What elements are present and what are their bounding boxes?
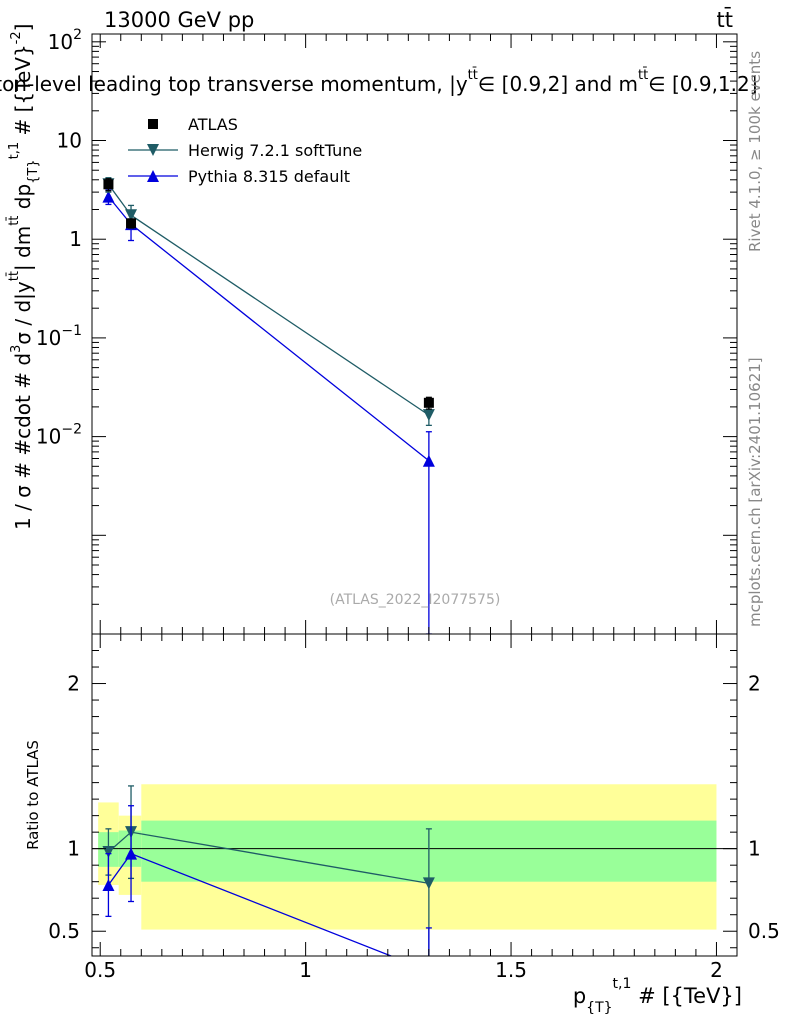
ratio-y-tick-label-left: 0.5 bbox=[48, 919, 80, 943]
process-label: tt̄ bbox=[717, 7, 733, 32]
main-axis-ticks bbox=[92, 34, 737, 635]
legend-marker-2 bbox=[147, 170, 159, 182]
main-series-0-point bbox=[103, 179, 114, 190]
main-y-tick-label: 1 bbox=[69, 227, 82, 251]
energy-label: 13000 GeV pp bbox=[104, 8, 254, 32]
ratio-series-1-point bbox=[125, 847, 138, 860]
x-tick-label: 2 bbox=[710, 958, 723, 982]
legend: ATLAS Herwig 7.2.1 softTune Pythia 8.315 d… bbox=[128, 115, 362, 186]
main-series-1-point bbox=[125, 209, 138, 222]
ratio-axis-ticks bbox=[92, 634, 737, 956]
ratio-y-tick-labels: 0.5 0.5 1 1 2 2 bbox=[48, 672, 780, 944]
x-tick-label: 1 bbox=[299, 958, 312, 982]
legend-label-2: Pythia 8.315 default bbox=[188, 167, 350, 186]
legend-label-1: Herwig 7.2.1 softTune bbox=[188, 141, 362, 160]
ratio-series-0-point bbox=[422, 877, 435, 890]
x-tick-label: 1.5 bbox=[495, 958, 527, 982]
main-y-tick-base: 1 bbox=[69, 227, 82, 251]
ratio-y-tick-label-right: 0.5 bbox=[748, 919, 780, 943]
main-y-tick-label: 10−2 bbox=[36, 422, 82, 449]
main-y-tick-label: 102 bbox=[48, 27, 82, 54]
ratio-series-1-point bbox=[423, 965, 435, 977]
legend-marker-0 bbox=[148, 119, 158, 129]
ratio-uncertainty-bands bbox=[98, 784, 717, 930]
main-series-2-point bbox=[422, 454, 435, 467]
main-y-tick-base: 10 bbox=[36, 326, 61, 350]
ratio-y-tick-label-left: 2 bbox=[67, 672, 80, 696]
rivet-version-label: Rivet 4.1.0, ≥ 100k events bbox=[746, 51, 764, 252]
x-tick-label: 0.5 bbox=[84, 958, 116, 982]
main-y-tick-label: 10 bbox=[57, 129, 82, 153]
main-series-0-point bbox=[126, 218, 137, 229]
main-y-tick-base: 10 bbox=[57, 129, 82, 153]
main-y-tick-exp: −1 bbox=[61, 323, 82, 339]
main-y-tick-base: 10 bbox=[36, 425, 61, 449]
main-series-layer bbox=[102, 177, 435, 634]
x-axis-label: p{T}t,1 # [{TeV}] bbox=[573, 976, 742, 1016]
main-y-tick-exp: −2 bbox=[61, 422, 82, 438]
main-y-tick-base: 10 bbox=[48, 30, 73, 54]
main-y-tick-label: 10−1 bbox=[36, 323, 82, 350]
legend-label-0: ATLAS bbox=[188, 115, 238, 134]
main-series-2-point bbox=[102, 190, 115, 203]
main-series-1-point bbox=[422, 409, 435, 422]
main-series-0-point bbox=[423, 397, 434, 408]
main-title: rton-level leading top transverse moment… bbox=[0, 68, 758, 96]
main-y-axis-label: 1 / σ # #cdot # d3σ / d|ytt̄| dmtt̄ dp{T… bbox=[7, 24, 41, 530]
ratio-y-axis-label: Ratio to ATLAS bbox=[24, 740, 42, 850]
ratio-series-layer bbox=[102, 785, 435, 977]
x-tick-labels: 0.5 1 1.5 2 bbox=[84, 958, 723, 982]
ratio-frame bbox=[91, 633, 738, 957]
mcplots-label: mcplots.cern.ch [arXiv:2401.10621] bbox=[746, 357, 764, 627]
ratio-y-tick-label-right: 1 bbox=[748, 837, 761, 861]
main-series-2-line bbox=[107, 196, 430, 462]
main-y-tick-exp: 2 bbox=[73, 27, 82, 43]
ratio-y-tick-label-left: 1 bbox=[67, 837, 80, 861]
main-series-1-line bbox=[107, 183, 430, 416]
analysis-watermark: (ATLAS_2022_I2077575) bbox=[330, 592, 501, 608]
ratio-y-tick-label-right: 2 bbox=[748, 672, 761, 696]
ratio-series-1-point bbox=[102, 878, 115, 891]
legend-marker-1 bbox=[147, 144, 159, 156]
